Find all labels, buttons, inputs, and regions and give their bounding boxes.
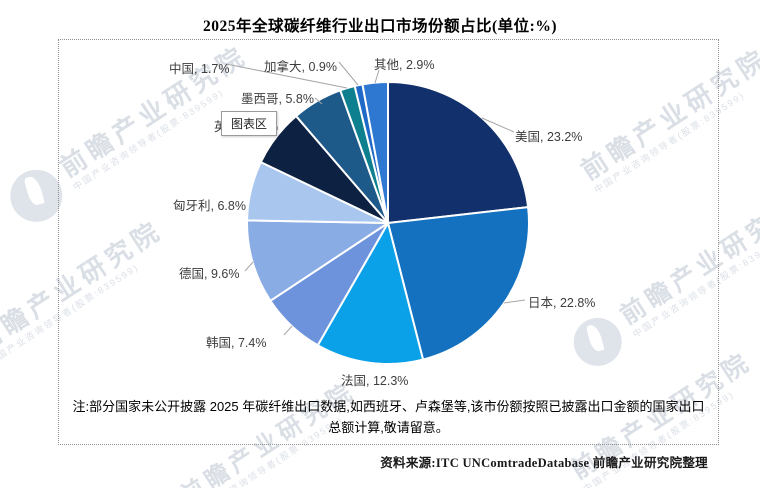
- pie-slice-法国[interactable]: [316, 222, 425, 365]
- chart-title: 2025年全球碳纤维行业出口市场份额占比(单位:%): [203, 18, 557, 35]
- pie-chart: [225, 61, 530, 365]
- leader-line-usa: [481, 117, 515, 133]
- pie-label-france[interactable]: 法国, 12.3%: [341, 374, 409, 388]
- leader-line-others: [374, 69, 380, 84]
- chart-area-tooltip: 图表区: [221, 111, 278, 136]
- pie-label-germany[interactable]: 德国, 9.6%: [179, 267, 240, 281]
- leader-line-japan: [503, 299, 526, 304]
- pie-label-hungary[interactable]: 匈牙利, 6.8%: [173, 199, 246, 213]
- leader-line-germany: [244, 261, 254, 272]
- leader-line-korea: [283, 325, 293, 336]
- pie-label-japan[interactable]: 日本, 22.8%: [528, 296, 596, 310]
- leader-line-china: [225, 63, 348, 89]
- note-text: 注:部分国家未公开披露 2025 年碳纤维出口数据,如西班牙、卢森堡等,该市份额…: [72, 399, 705, 435]
- pie-label-korea[interactable]: 韩国, 7.4%: [206, 336, 267, 350]
- pie-label-canada[interactable]: 加拿大, 0.9%: [264, 60, 337, 74]
- leader-line-mexico: [314, 97, 323, 105]
- source-text: 资料来源:ITC UNComtradeDatabase 前瞻产业研究院整理: [380, 456, 708, 470]
- pie-label-usa[interactable]: 美国, 23.2%: [515, 130, 583, 144]
- pie-label-china[interactable]: 中国, 1.7%: [169, 62, 230, 76]
- pie-slice-美国[interactable]: [387, 81, 530, 224]
- leader-line-canada: [338, 61, 359, 86]
- chart-area: 中国, 1.7% 加拿大, 0.9% 其他, 2.9% 墨西哥, 5.8% 英国…: [58, 39, 719, 445]
- pie-label-others[interactable]: 其他, 2.9%: [374, 58, 435, 72]
- pie-label-mexico[interactable]: 墨西哥, 5.8%: [241, 92, 314, 106]
